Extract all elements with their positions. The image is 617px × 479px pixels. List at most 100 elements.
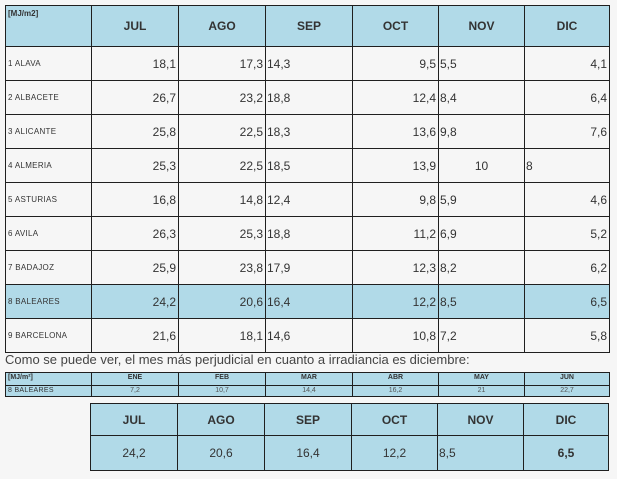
cell-value: 25,3 xyxy=(178,216,266,251)
cell-value: 8,4 xyxy=(438,80,525,115)
cell-value: 22,5 xyxy=(178,148,266,183)
cell-value: 7,6 xyxy=(524,114,610,149)
cell-value: 7,2 xyxy=(91,385,179,397)
cell-value: 21,6 xyxy=(91,318,179,353)
cell-value: 16,8 xyxy=(91,182,179,217)
cell-value: 17,3 xyxy=(178,46,266,81)
table-row-highlighted: 8 BALEARES 24,2 20,6 16,4 12,2 8,5 6,5 xyxy=(5,284,610,319)
cell-value: 13,6 xyxy=(352,114,439,149)
month-header-dic: DIC xyxy=(524,5,610,47)
cell-value: 10,8 xyxy=(352,318,439,353)
cell-value: 25,8 xyxy=(91,114,179,149)
cell-value: 8 xyxy=(524,148,610,183)
cell-value: 6,4 xyxy=(524,80,610,115)
cell-value: 9,8 xyxy=(352,182,439,217)
table-row: 9 BARCELONA 21,6 18,1 14,6 10,8 7,2 5,8 xyxy=(5,318,610,353)
row-label: 1 ALAVA xyxy=(5,46,92,81)
cell-value-december: 6,5 xyxy=(523,435,609,471)
month-header-ago: AGO xyxy=(178,5,266,47)
cell-value: 14,4 xyxy=(265,385,353,397)
row-label: 8 BALEARES xyxy=(5,385,92,397)
cell-value: 5,2 xyxy=(524,216,610,251)
month-header-abr: ABR xyxy=(352,372,439,386)
cell-value: 26,3 xyxy=(91,216,179,251)
month-header-ago: AGO xyxy=(177,403,265,436)
table-row: 2 ALBACETE 26,7 23,2 18,8 12,4 8,4 6,4 xyxy=(5,80,610,115)
cell-value: 6,5 xyxy=(524,284,610,319)
cell-value: 18,1 xyxy=(91,46,179,81)
cell-value: 14,6 xyxy=(265,318,353,353)
table-header-row: [MJ/m2] JUL AGO SEP OCT NOV DIC xyxy=(5,5,610,47)
table-row: 6 AVILA 26,3 25,3 18,8 11,2 6,9 5,2 xyxy=(5,216,610,251)
cell-value: 6,9 xyxy=(438,216,525,251)
cell-value: 18,5 xyxy=(265,148,353,183)
month-header-dic: DIC xyxy=(523,403,609,436)
cell-value: 8,2 xyxy=(438,250,525,285)
cell-value: 12,4 xyxy=(265,182,353,217)
cell-value: 25,9 xyxy=(91,250,179,285)
table-row: 5 ASTURIAS 16,8 14,8 12,4 9,8 5,9 4,6 xyxy=(5,182,610,217)
cell-value: 20,6 xyxy=(178,284,266,319)
note-text: Como se puede ver, el mes más perjudicia… xyxy=(5,352,470,367)
table-row: 7 BADAJOZ 25,9 23,8 17,9 12,3 8,2 6,2 xyxy=(5,250,610,285)
cell-value: 10,7 xyxy=(178,385,266,397)
cell-value: 9,8 xyxy=(438,114,525,149)
cell-value: 4,6 xyxy=(524,182,610,217)
unit-label: [MJ/m2] xyxy=(5,5,92,47)
cell-value: 16,4 xyxy=(265,284,353,319)
month-header-nov: NOV xyxy=(438,5,525,47)
row-label: 5 ASTURIAS xyxy=(5,182,92,217)
cell-value: 25,3 xyxy=(91,148,179,183)
cell-value: 14,8 xyxy=(178,182,266,217)
row-label: 7 BADAJOZ xyxy=(5,250,92,285)
cell-value: 5,9 xyxy=(438,182,525,217)
cell-value: 10 xyxy=(438,148,525,183)
row-label: 3 ALICANTE xyxy=(5,114,92,149)
cell-value: 24,2 xyxy=(90,435,178,471)
cell-value: 5,5 xyxy=(438,46,525,81)
cell-value: 24,2 xyxy=(91,284,179,319)
cell-value: 22,5 xyxy=(178,114,266,149)
cell-value: 18,1 xyxy=(178,318,266,353)
table-row: 1 ALAVA 18,1 17,3 14,3 9,5 5,5 4,1 xyxy=(5,46,610,81)
cell-value: 16,4 xyxy=(264,435,352,471)
cell-value: 17,9 xyxy=(265,250,353,285)
month-header-jul: JUL xyxy=(90,403,178,436)
cell-value: 18,8 xyxy=(265,216,353,251)
small-header-row: [MJ/m²] ENE FEB MAR ABR MAY JUN xyxy=(5,372,610,386)
cell-value: 26,7 xyxy=(91,80,179,115)
row-label: 9 BARCELONA xyxy=(5,318,92,353)
cell-value: 16,2 xyxy=(352,385,439,397)
month-header-oct: OCT xyxy=(351,403,438,436)
cell-value: 8,5 xyxy=(438,284,525,319)
cell-value: 22,7 xyxy=(524,385,610,397)
row-label: 8 BALEARES xyxy=(5,284,92,319)
cell-value: 12,4 xyxy=(352,80,439,115)
month-header-nov: NOV xyxy=(437,403,524,436)
cell-value: 21 xyxy=(438,385,525,397)
cell-value: 5,8 xyxy=(524,318,610,353)
cell-value: 9,5 xyxy=(352,46,439,81)
month-header-oct: OCT xyxy=(352,5,439,47)
month-header-mar: MAR xyxy=(265,372,353,386)
cell-value: 12,3 xyxy=(352,250,439,285)
table-row: 3 ALICANTE 25,8 22,5 18,3 13,6 9,8 7,6 xyxy=(5,114,610,149)
cell-value: 18,8 xyxy=(265,80,353,115)
baleares-first-half-table: [MJ/m²] ENE FEB MAR ABR MAY JUN 8 BALEAR… xyxy=(5,372,610,397)
month-header-ene: ENE xyxy=(91,372,179,386)
cell-value: 20,6 xyxy=(177,435,265,471)
cell-value: 23,8 xyxy=(178,250,266,285)
lower-header-row: JUL AGO SEP OCT NOV DIC xyxy=(90,403,609,436)
cell-value: 8,5 xyxy=(437,435,524,471)
cell-value: 18,3 xyxy=(265,114,353,149)
cell-value: 7,2 xyxy=(438,318,525,353)
cell-value: 11,2 xyxy=(352,216,439,251)
row-label: 2 ALBACETE xyxy=(5,80,92,115)
month-header-jun: JUN xyxy=(524,372,610,386)
table-row: 4 ALMERIA 25,3 22,5 18,5 13,9 10 8 xyxy=(5,148,610,183)
month-header-feb: FEB xyxy=(178,372,266,386)
cell-value: 23,2 xyxy=(178,80,266,115)
month-header-jul: JUL xyxy=(91,5,179,47)
unit-label: [MJ/m²] xyxy=(5,372,92,386)
cell-value: 12,2 xyxy=(352,284,439,319)
